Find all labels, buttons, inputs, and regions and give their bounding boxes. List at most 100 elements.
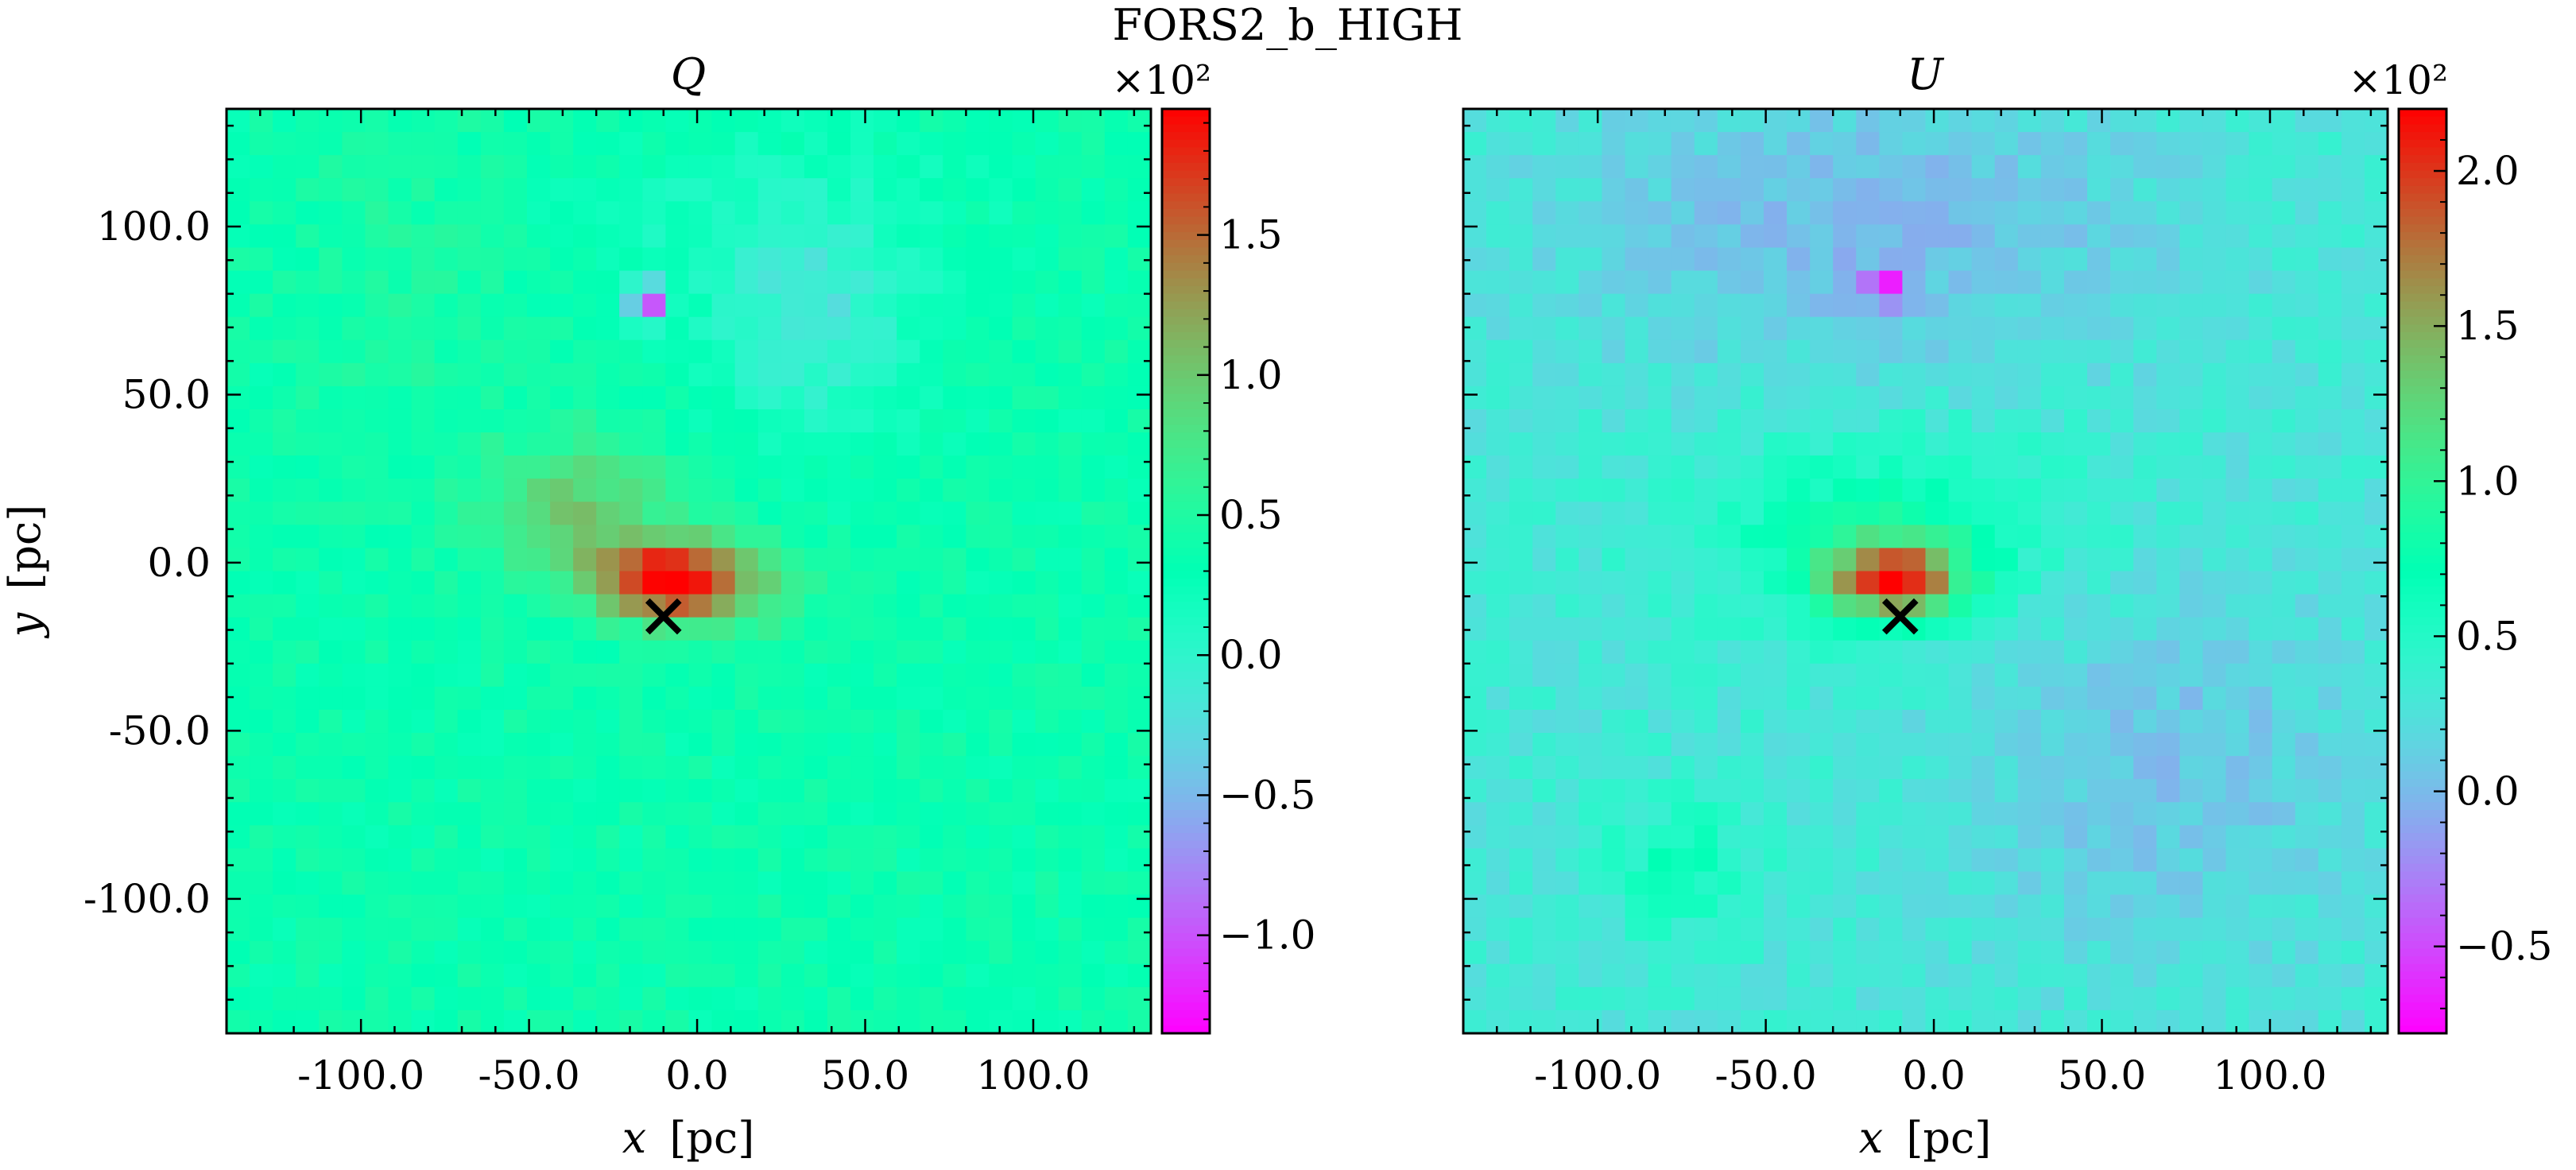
heatmap-cell	[2133, 1009, 2157, 1034]
heatmap-cell	[1763, 963, 1788, 988]
heatmap-cell	[1833, 986, 1857, 1011]
heatmap-cell	[2295, 848, 2319, 873]
colorbar-segment	[2399, 494, 2446, 502]
y-tick-label: -100.0	[83, 876, 211, 922]
heatmap-cell	[2040, 455, 2065, 479]
heatmap-cell	[734, 409, 759, 433]
heatmap-cell	[2110, 362, 2134, 387]
heatmap-cell	[1671, 825, 1695, 849]
heatmap-cell	[1035, 362, 1059, 387]
heatmap-cell	[2133, 525, 2157, 549]
heatmap-cell	[434, 640, 459, 664]
heatmap-cell	[2225, 894, 2250, 919]
heatmap-cell	[503, 316, 528, 341]
heatmap-cell	[2272, 594, 2296, 618]
heatmap-cell	[920, 733, 943, 757]
colorbar-segment	[1162, 208, 1210, 218]
heatmap-cell	[1509, 594, 1533, 618]
colorbar-segment	[1162, 447, 1210, 456]
heatmap-cell	[1994, 432, 2019, 456]
heatmap-cell	[1763, 385, 1788, 410]
heatmap-cell	[1971, 709, 1996, 734]
heatmap-cell	[2318, 917, 2342, 942]
heatmap-cell	[1717, 756, 1741, 780]
heatmap-cell	[457, 270, 482, 295]
colorbar-segment	[2399, 602, 2446, 610]
heatmap-cell	[2087, 663, 2111, 688]
heatmap-cell	[296, 548, 320, 572]
heatmap-cell	[1648, 247, 1672, 272]
heatmap-cell	[2341, 178, 2365, 202]
heatmap-cell	[2341, 339, 2365, 364]
heatmap-cell	[2318, 155, 2342, 179]
heatmap-cell	[2110, 848, 2134, 873]
heatmap-cell	[1625, 663, 1649, 688]
heatmap-cell	[711, 917, 736, 942]
heatmap-cell	[2087, 802, 2111, 826]
heatmap-cell	[2364, 409, 2388, 433]
colorbar-segment	[2399, 370, 2446, 379]
heatmap-cell	[2225, 224, 2250, 249]
heatmap-cell	[804, 409, 828, 433]
heatmap-cell	[1058, 362, 1083, 387]
heatmap-cell	[1787, 455, 1811, 479]
heatmap-cell	[2225, 802, 2250, 826]
heatmap-cell	[1509, 940, 1533, 965]
heatmap-cell	[920, 802, 943, 826]
heatmap-cell	[1579, 293, 1603, 318]
heatmap-cell	[1058, 178, 1083, 202]
heatmap-cell	[2133, 109, 2157, 133]
heatmap-cell	[296, 432, 320, 456]
heatmap-cell	[665, 663, 690, 688]
heatmap-cell	[319, 963, 343, 988]
heatmap-cell	[434, 548, 459, 572]
heatmap-cell	[1579, 709, 1603, 734]
heatmap-cell	[2087, 617, 2111, 641]
heatmap-cell	[1058, 132, 1083, 156]
heatmap-cell	[1012, 756, 1036, 780]
heatmap-cell	[2063, 917, 2088, 942]
heatmap-cell	[1012, 155, 1036, 179]
heatmap-cell	[250, 917, 273, 942]
heatmap-cell	[1035, 663, 1059, 688]
heatmap-cell	[388, 1009, 413, 1034]
heatmap-cell	[1625, 293, 1649, 318]
heatmap-cell	[781, 224, 805, 249]
heatmap-cell	[550, 825, 574, 849]
heatmap-cell	[688, 155, 713, 179]
heatmap-cell	[1058, 940, 1083, 965]
heatmap-cell	[1856, 525, 1880, 549]
heatmap-cell	[966, 201, 990, 225]
heatmap-cell	[1602, 178, 1626, 202]
heatmap-cell	[1035, 940, 1059, 965]
heatmap-cell	[2063, 617, 2088, 641]
heatmap-cell	[2063, 663, 2088, 688]
heatmap-cell	[365, 779, 389, 803]
heatmap-cell	[920, 986, 943, 1011]
heatmap-cell	[2272, 548, 2296, 572]
heatmap-cell	[296, 848, 320, 873]
heatmap-cell	[827, 802, 851, 826]
heatmap-cell	[734, 571, 759, 595]
heatmap-cell	[2087, 109, 2111, 133]
heatmap-cell	[2179, 894, 2203, 919]
heatmap-cell	[2017, 802, 2042, 826]
heatmap-cell	[1532, 986, 1556, 1011]
heatmap-cell	[1081, 871, 1106, 896]
heatmap-cell	[342, 963, 366, 988]
heatmap-cell	[2179, 247, 2203, 272]
heatmap-cell	[250, 109, 273, 133]
heatmap-cell	[2202, 594, 2227, 618]
heatmap-cell	[1971, 1009, 1996, 1034]
x-tick-label: -50.0	[478, 1052, 580, 1098]
heatmap-cell	[1486, 201, 1510, 225]
heatmap-cell	[1971, 247, 1996, 272]
heatmap-cell	[2179, 802, 2203, 826]
heatmap-cell	[250, 571, 273, 595]
heatmap-cell	[897, 894, 920, 919]
heatmap-cell	[1648, 802, 1672, 826]
heatmap-cell	[1994, 385, 2019, 410]
heatmap-cell	[966, 362, 990, 387]
heatmap-cell	[1035, 686, 1059, 711]
heatmap-cell	[1671, 385, 1695, 410]
